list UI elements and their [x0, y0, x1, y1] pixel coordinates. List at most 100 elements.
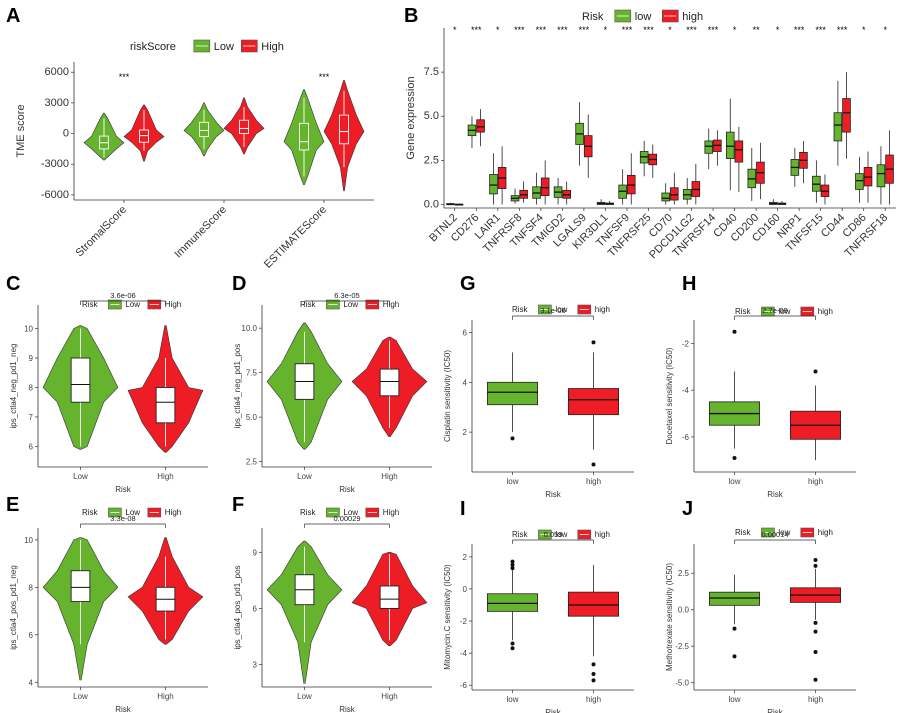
group-CD86-high — [863, 151, 873, 203]
group-CD40-low — [725, 98, 735, 191]
y-tick-label: 7.5 — [424, 66, 439, 78]
x-tick-label: CD44 — [819, 212, 847, 240]
y-tick-label: 7 — [29, 413, 34, 422]
legend-label-high: High — [383, 508, 399, 517]
legend-label-low: Low — [125, 508, 140, 517]
group-CD44-low — [833, 80, 843, 166]
legend-label-high: high — [682, 11, 703, 23]
outlier-point — [591, 662, 596, 667]
group-StromalScore-low — [83, 112, 125, 161]
y-tick-label: 9 — [253, 548, 258, 557]
significance-stars: *** — [557, 25, 568, 35]
y-tick-label: 6 — [463, 328, 468, 337]
significance-stars: *** — [708, 25, 719, 35]
legend-title: Risk — [300, 508, 317, 517]
group-Low-Low — [266, 540, 343, 684]
outlier-point — [510, 646, 515, 651]
y-axis-label: ips_ctla4_pos_pd1_pos — [233, 565, 242, 649]
legend-label-high: High — [165, 300, 181, 309]
significance-stars: ** — [753, 25, 761, 35]
outlier-point — [591, 462, 596, 467]
significance-stars: * — [604, 25, 608, 35]
y-tick-label: 2 — [463, 553, 468, 562]
box — [379, 368, 400, 397]
box — [876, 164, 886, 188]
box — [670, 187, 679, 201]
outlier-point — [813, 629, 818, 634]
group-NRP1-low — [790, 148, 800, 187]
x-tick-label: high — [586, 477, 601, 486]
legend-title: Risk — [735, 528, 752, 537]
x-tick-label: High — [157, 692, 173, 701]
significance-stars: *** — [119, 72, 130, 82]
x-tick-label: High — [381, 472, 397, 481]
group-CD276-low — [467, 116, 477, 148]
outlier-point — [591, 678, 596, 683]
box — [139, 129, 149, 143]
significance-stars: *** — [643, 25, 654, 35]
y-tick-label: -3000 — [41, 158, 69, 170]
legend-label-low: low — [635, 11, 652, 23]
box — [489, 174, 498, 195]
legend-title: Risk — [300, 300, 317, 309]
y-tick-label: 0 — [463, 585, 468, 594]
group-LGALS9-low — [575, 102, 584, 166]
x-axis-label: Risk — [339, 705, 356, 713]
box — [708, 591, 761, 606]
y-tick-label: 2 — [463, 428, 468, 437]
significance-stars: *** — [686, 25, 697, 35]
y-tick-label: 2.5 — [424, 154, 439, 166]
y-tick-label: 3000 — [45, 97, 69, 109]
significance-stars: *** — [514, 25, 525, 35]
box — [70, 357, 91, 403]
group-CD160-low — [769, 199, 778, 205]
y-tick-label: 10.0 — [241, 324, 257, 333]
box — [239, 119, 249, 135]
y-tick-label: 10 — [24, 325, 33, 334]
group-PDCD1LG2-low — [682, 178, 692, 205]
panel-J: J -5.0 -2.5 0.0 2.5 Methotrexate sensitivity … — [665, 498, 856, 713]
group-Low-Low — [266, 322, 343, 450]
group-high-high — [789, 558, 842, 682]
group-TNFRSF8-high — [519, 181, 528, 203]
y-tick-label: -2 — [460, 617, 468, 626]
box — [842, 98, 851, 133]
y-tick-label: 0.0 — [678, 606, 690, 615]
group-ESTIMATEScore-high — [323, 80, 365, 192]
pvalue-label: 2.7e-08 — [762, 306, 787, 315]
group-LAIR1-high — [497, 146, 507, 205]
group-StromalScore-high — [123, 104, 165, 162]
y-tick-label: 7.5 — [246, 369, 258, 378]
group-CD276-high — [476, 109, 485, 147]
significance-stars: *** — [794, 25, 805, 35]
y-axis-label: ips_ctla4_pos_pd1_neg — [9, 565, 18, 650]
box — [70, 570, 91, 603]
violin-shape — [183, 102, 225, 157]
outlier-point — [591, 671, 596, 676]
box — [299, 122, 309, 151]
violin-shape — [323, 80, 365, 192]
panel-label: G — [460, 273, 476, 295]
panel-F: F 3 6 9 ips_ctla4_pos_pd1_pos Low High Risk Risk… — [232, 494, 432, 713]
legend-title: riskScore — [130, 41, 176, 53]
group-ImmuneScore-high — [223, 97, 265, 155]
group-low-low — [708, 574, 761, 659]
group-CD86-low — [855, 156, 864, 203]
significance-stars: *** — [536, 25, 547, 35]
group-CD200-high — [756, 142, 765, 200]
x-tick-label: low — [506, 477, 518, 486]
significance-stars: *** — [471, 25, 482, 35]
group-LAIR1-low — [489, 153, 498, 205]
y-axis-label: TME score — [15, 104, 27, 157]
significance-stars: * — [776, 25, 780, 35]
group-low-low — [486, 559, 539, 651]
legend-label-low: Low — [343, 508, 358, 517]
y-tick-label: 4 — [463, 378, 468, 387]
group-TNFSF15-high — [820, 174, 830, 205]
y-tick-label: 6 — [29, 631, 34, 640]
group-CD40-high — [734, 126, 744, 193]
y-axis-label: ips_ctla4_neg_pd1_neg — [9, 344, 18, 429]
panel-H: H -6 -4 -2 Docetaxel sensitivity (IC50) low hi… — [665, 273, 856, 499]
outlier-point — [510, 559, 515, 564]
